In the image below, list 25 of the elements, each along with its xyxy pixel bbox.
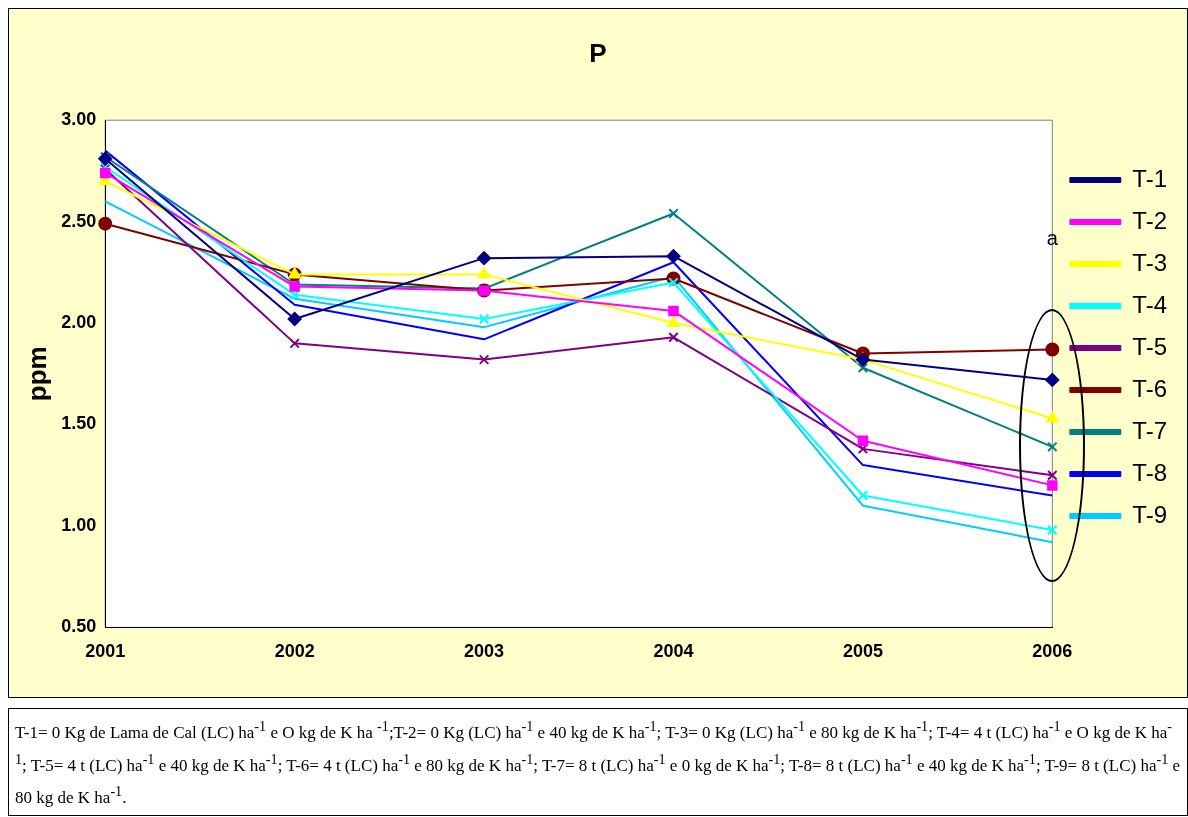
- y-tick-label: 2.00: [61, 312, 97, 333]
- x-tick-label: 2006: [1032, 641, 1073, 662]
- x-tick-label: 2003: [464, 641, 505, 662]
- x-tick-label: 2004: [653, 641, 694, 662]
- y-tick-label: 3.00: [61, 109, 97, 130]
- y-tick-label: 0.50: [61, 616, 97, 637]
- legend-label: T-3: [1132, 248, 1168, 276]
- chart-title: P: [589, 37, 607, 68]
- legend-label: T-9: [1132, 500, 1168, 528]
- text: T-1= 0 Kg de Lama de Cal (LC) ha$^{-1}$ e O kg de K ha $^{-1}$;T-2= 0 Kg (LC) ha$^{-1}$ e 40 kg de K ha$^{-1}$; T-3= 0 Kg (LC) ha$^{-1}$ e 80 kg de K ha$^{-1}$; T-4= 4 t (LC) ha$^{-1}$ e O kg de K ha$^{-}$$^{1}$; T-5= 4 t (LC) ha$^{-1}$ e 40 kg de K ha$^{-1}$; T-6= 4 t (LC) ha$^{-1}$ e 80 kg de K ha$^{-1}$; T-7= 8 t (LC) ha$^{-1}$ e 0 kg de K ha$^{-1}$; T-8= 8 t (LC) ha$^{-1}$ e 40 kg de K ha$^{-1}$; T-9= 8 t (LC) ha$^{-1}$ e 80 kg de K ha$^{-1}$.: [15, 718, 1181, 807]
- x-tick-label: 2002: [274, 641, 315, 662]
- legend-label: T-4: [1132, 290, 1168, 318]
- legend-label: T-5: [1132, 332, 1168, 360]
- legend-label: T-7: [1132, 416, 1168, 444]
- y-tick-label: 2.50: [61, 210, 97, 231]
- legend-label: T-1: [1132, 164, 1168, 192]
- x-tick-label: 2001: [85, 641, 126, 662]
- legend-label: T-8: [1132, 458, 1168, 486]
- y-tick-label: 1.00: [61, 514, 97, 535]
- y-tick-label: 1.50: [61, 413, 97, 434]
- x-tick-label: 2005: [842, 641, 883, 662]
- legend-label: T-2: [1132, 206, 1168, 234]
- annotation: a: [1046, 226, 1059, 249]
- y-axis-title: ppm: [21, 346, 52, 402]
- legend-label: T-6: [1132, 374, 1168, 402]
